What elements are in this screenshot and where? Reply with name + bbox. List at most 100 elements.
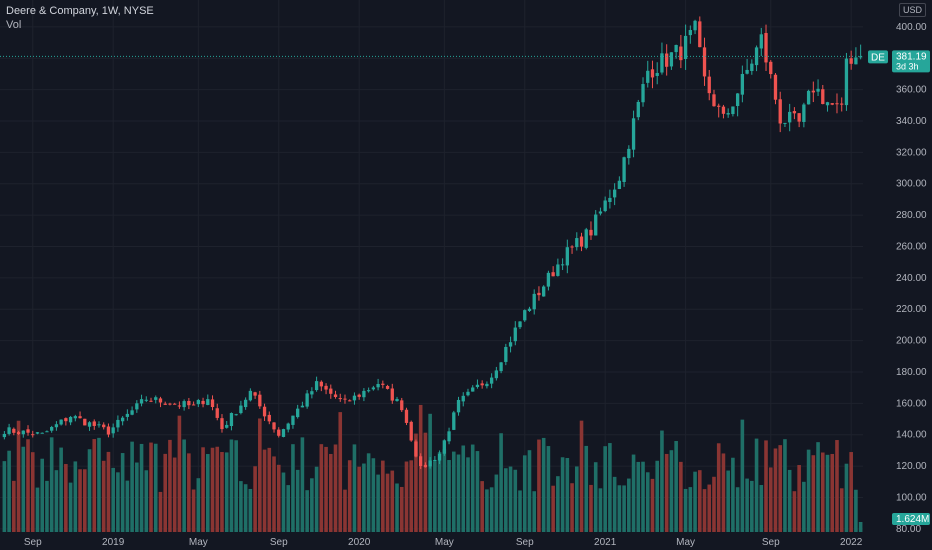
candle-body [494, 370, 499, 379]
candle-body [130, 410, 134, 415]
volume-bar [267, 447, 272, 532]
y-tick-label: 80.00 [896, 524, 921, 535]
y-tick-label: 200.00 [896, 336, 927, 347]
volume-bar [456, 454, 461, 532]
volume-bar [281, 472, 286, 532]
y-tick-label: 100.00 [896, 492, 927, 503]
volume-bar [139, 443, 144, 532]
volume-bar [655, 460, 660, 532]
volume-bar [707, 484, 712, 532]
candle-body [50, 426, 54, 431]
x-tick-label: Sep [24, 537, 42, 548]
volume-bar [286, 485, 291, 532]
volume-bar [187, 453, 191, 532]
candle-body [40, 432, 44, 434]
candle-body [78, 416, 82, 419]
candle-body [173, 403, 177, 405]
candle-body [570, 246, 574, 248]
x-tick-label: May [435, 537, 454, 548]
volume-bar [669, 450, 674, 532]
volume-bar [579, 420, 584, 532]
candle-body [106, 426, 111, 435]
candle-body [698, 21, 702, 48]
candle-body [423, 464, 428, 468]
volume-bar [726, 470, 730, 532]
volume-bar [504, 468, 508, 532]
candle-body [489, 377, 494, 384]
volume-label: Vol [6, 19, 22, 31]
volume-bar [849, 452, 853, 532]
candle-body [783, 122, 787, 124]
candle-body [324, 385, 328, 390]
candle-body [584, 229, 588, 248]
volume-bar [253, 466, 257, 532]
chart-legend: Deere & Company, 1W, NYSE Vol [6, 4, 154, 32]
candle-body [835, 103, 839, 105]
y-tick-label: 140.00 [896, 430, 927, 441]
candle-body [35, 432, 40, 434]
candle-body [717, 105, 721, 107]
volume-bar [466, 457, 470, 532]
volume-bar [551, 485, 555, 532]
candle-body [253, 392, 257, 396]
candle-body [239, 405, 243, 414]
candle-body [272, 422, 276, 430]
volume-bar [163, 453, 168, 532]
volume-bar [844, 463, 849, 532]
x-tick-label: Sep [516, 537, 534, 548]
y-tick-label: 260.00 [896, 241, 927, 252]
volume-bar [59, 447, 63, 532]
volume-bar [177, 415, 182, 532]
y-tick-label: 220.00 [896, 304, 927, 315]
candle-body [16, 432, 21, 435]
candle-body [149, 400, 153, 402]
candle-body [735, 93, 740, 106]
volume-bar [494, 474, 499, 532]
candle-body [225, 424, 229, 428]
volume-bar [589, 484, 593, 532]
volume-bar [627, 478, 631, 532]
candle-body [187, 400, 191, 406]
candle-body [21, 430, 25, 435]
volume-bar [73, 461, 78, 532]
candle-body [400, 400, 404, 411]
candle-body [797, 113, 801, 122]
candle-body [385, 385, 390, 389]
candle-body [622, 157, 626, 183]
volume-bar [664, 453, 669, 532]
candle-body [617, 180, 622, 190]
volume-bar [314, 466, 319, 532]
volume-bar [347, 460, 352, 532]
volume-bar [513, 469, 518, 532]
currency-label[interactable]: USD [898, 3, 926, 17]
volume-bar [243, 484, 248, 532]
volume-bar [835, 440, 839, 532]
candle-body [759, 34, 763, 49]
candle-body [139, 399, 144, 404]
candle-body [792, 111, 797, 114]
y-tick-label: 180.00 [896, 367, 927, 378]
volume-bar [745, 478, 749, 532]
last-price-value: 381.19 [896, 51, 927, 62]
volume-bar [215, 446, 220, 532]
volume-bar [310, 478, 314, 532]
volume-bar [565, 457, 570, 532]
candle-body [518, 321, 522, 328]
volume-bar [437, 452, 442, 532]
x-tick-label: May [189, 537, 208, 548]
volume-bar [839, 488, 844, 532]
candle-body [688, 30, 692, 36]
volume-bar [697, 470, 702, 532]
candle-body [2, 433, 7, 438]
candle-body [201, 400, 205, 405]
volume-bar [168, 439, 172, 532]
candle-body [343, 398, 347, 400]
candle-body [97, 424, 101, 426]
volume-bar [324, 446, 328, 532]
volume-bar [683, 488, 688, 532]
candle-body [158, 398, 163, 403]
candle-body [277, 429, 281, 436]
candle-body [589, 229, 593, 236]
